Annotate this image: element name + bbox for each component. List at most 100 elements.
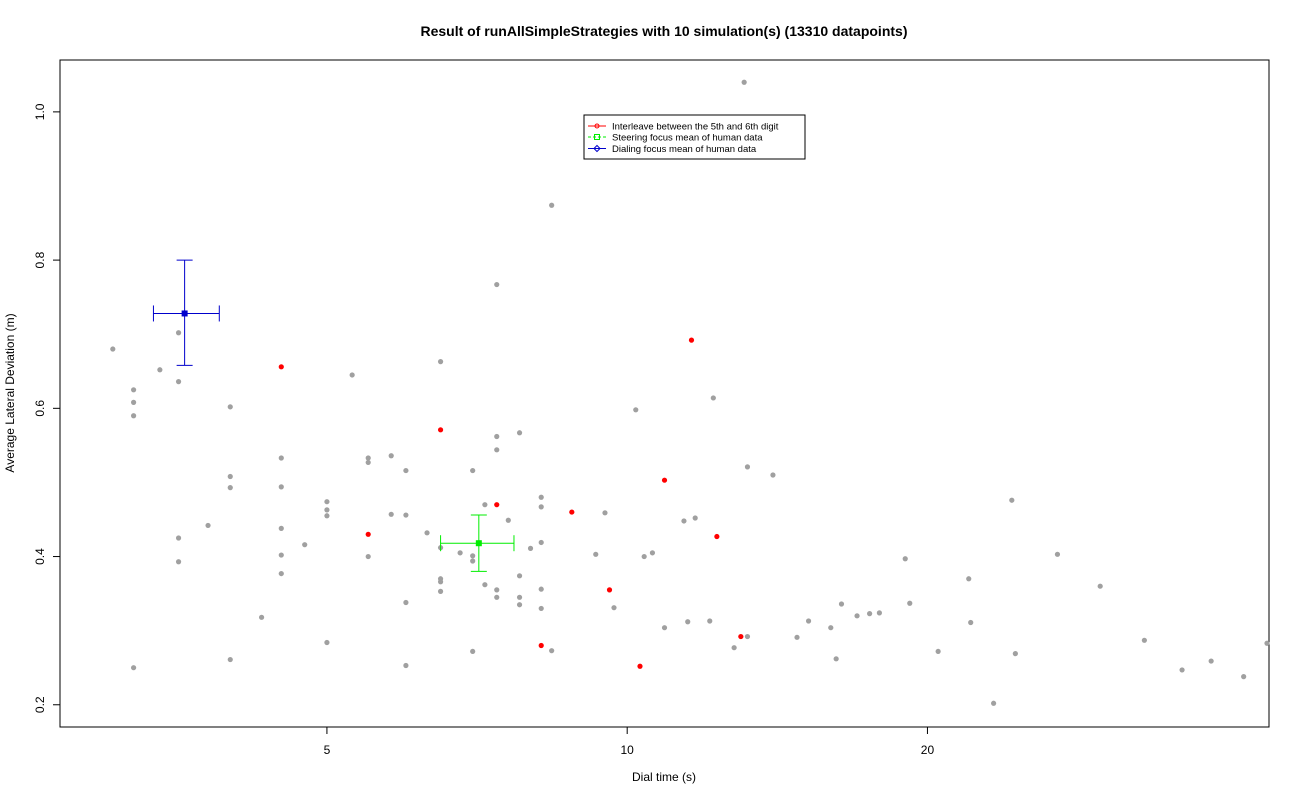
simulation-point	[403, 662, 409, 669]
simulation-point	[902, 556, 908, 562]
simulation-point	[935, 648, 941, 655]
simulation-point	[227, 656, 233, 663]
simulation-point	[549, 648, 555, 654]
simulation-point	[278, 455, 284, 461]
simulation-point	[437, 359, 444, 365]
simulation-point	[388, 453, 394, 459]
simulation-point	[538, 494, 544, 500]
simulation-point	[516, 594, 523, 600]
simulation-point	[828, 625, 834, 631]
simulation-point	[692, 515, 698, 521]
simulation-point	[227, 485, 233, 491]
simulation-point	[602, 510, 608, 516]
simulation-point	[403, 599, 409, 606]
simulation-point	[175, 330, 182, 336]
simulation-point	[403, 467, 409, 474]
simulation-point	[538, 504, 544, 510]
simulation-point	[1179, 667, 1185, 673]
interleave-point	[365, 531, 371, 537]
simulation-point	[278, 570, 284, 577]
steering-mean-marker	[475, 540, 482, 547]
simulation-point	[907, 600, 913, 606]
simulation-point	[494, 587, 500, 593]
simulation-point	[527, 545, 534, 551]
simulation-point	[278, 525, 284, 531]
legend-item-steering: Steering focus mean of human data	[588, 133, 763, 144]
data-points	[110, 79, 1270, 706]
legend-marker-blue-diamond	[593, 144, 601, 153]
simulation-point	[633, 407, 639, 413]
legend-marker-red-dot	[594, 123, 600, 129]
simulation-point	[685, 619, 691, 625]
simulation-point	[175, 535, 182, 541]
simulation-point	[1009, 497, 1015, 503]
simulation-point	[1141, 637, 1147, 643]
simulation-point	[538, 539, 544, 546]
dialing-mean-marker	[181, 310, 188, 317]
simulation-point	[710, 395, 716, 401]
simulation-point	[707, 618, 713, 624]
x-tick-label: 10	[621, 743, 635, 757]
simulation-point	[838, 601, 845, 607]
simulation-point	[470, 553, 476, 559]
simulation-point	[437, 588, 444, 594]
simulation-point	[482, 502, 488, 508]
simulation-point	[258, 614, 265, 620]
simulation-point	[516, 573, 523, 579]
simulation-point	[833, 656, 839, 662]
simulation-point	[641, 553, 647, 560]
interleave-point	[637, 663, 643, 669]
simulation-point	[538, 605, 544, 612]
simulation-point	[302, 542, 308, 548]
simulation-point	[1264, 640, 1270, 646]
simulation-point	[494, 594, 500, 600]
simulation-point	[770, 472, 776, 478]
interleave-point	[494, 502, 500, 508]
simulation-point	[175, 379, 182, 385]
legend-marker-green-square	[594, 134, 600, 140]
dialing-mean-errorbar	[152, 259, 220, 366]
simulation-point	[324, 507, 330, 513]
simulation-point	[516, 430, 523, 436]
simulation-point	[1012, 651, 1018, 657]
simulation-point	[110, 346, 116, 352]
simulation-point	[424, 530, 430, 536]
simulation-point	[854, 613, 860, 619]
simulation-point	[470, 648, 476, 655]
interleave-point	[714, 533, 720, 540]
simulation-point	[470, 558, 476, 564]
y-tick-label: 0.8	[33, 251, 47, 268]
simulation-point	[278, 552, 284, 558]
simulation-point	[130, 387, 137, 393]
simulation-point	[966, 576, 972, 582]
simulation-point	[681, 518, 687, 524]
simulation-point	[794, 634, 800, 640]
simulation-point	[349, 372, 355, 378]
interleave-point	[569, 509, 575, 515]
chart-title: Result of runAllSimpleStrategies with 10…	[421, 23, 908, 39]
simulation-point	[1241, 674, 1247, 680]
y-tick-label: 0.6	[33, 400, 47, 417]
plot-frame	[59, 59, 1270, 728]
simulation-point	[505, 517, 511, 523]
simulation-point	[324, 499, 330, 505]
legend: Interleave between the 5th and 6th digit…	[583, 114, 806, 160]
simulation-point	[437, 579, 444, 585]
interleave-point	[738, 633, 744, 640]
simulation-point	[991, 700, 997, 706]
simulation-point	[482, 582, 488, 588]
simulation-point	[649, 550, 656, 556]
simulation-point	[365, 459, 371, 466]
interleave-point	[278, 364, 284, 370]
legend-box	[583, 114, 806, 160]
simulation-point	[744, 633, 751, 640]
legend-label-steering: Steering focus mean of human data	[612, 133, 763, 144]
interleave-point	[437, 427, 444, 433]
x-tick-label: 20	[921, 743, 935, 757]
simulation-point	[227, 473, 233, 480]
simulation-point	[324, 513, 330, 519]
interleave-point	[688, 337, 695, 343]
simulation-point	[227, 404, 233, 410]
simulation-point	[1208, 658, 1214, 664]
simulation-point	[876, 610, 882, 616]
